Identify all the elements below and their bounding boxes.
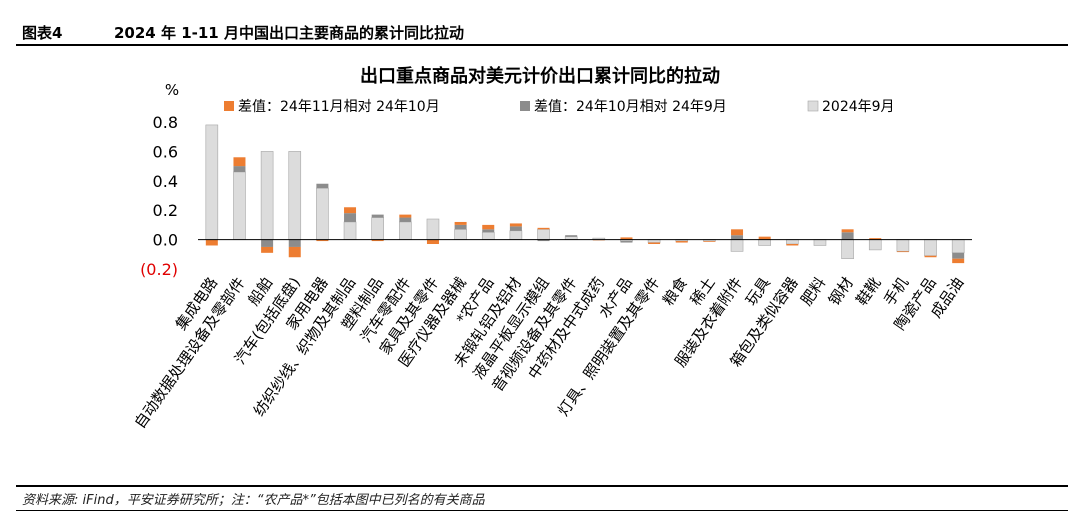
x-tick-label: 肥料	[797, 274, 829, 309]
bar-diff-nov-oct	[952, 258, 965, 264]
bar-diff-nov-oct	[924, 255, 937, 258]
bar-2024-09	[509, 230, 523, 240]
bar-diff-nov-oct	[509, 223, 522, 227]
bar-diff-oct-sep	[620, 241, 633, 243]
bar-diff-oct-sep	[537, 239, 550, 242]
bar-diff-nov-oct	[869, 238, 882, 240]
figure-number: 图表4	[22, 24, 63, 42]
bar-2024-09	[537, 229, 550, 240]
bar-diff-oct-sep	[288, 239, 301, 247]
figure-header: 图表4 2024 年 1-11 月中国出口主要商品的累计同比拉动	[22, 22, 464, 43]
bar-2024-09	[371, 217, 384, 240]
bar-diff-nov-oct	[675, 241, 688, 243]
bar-2024-09	[233, 171, 246, 240]
legend-swatch	[807, 100, 819, 112]
bar-diff-oct-sep	[454, 224, 467, 230]
chart-title: 出口重点商品对美元计价出口累计同比的拉动	[360, 65, 720, 87]
bar-diff-oct-sep	[565, 235, 578, 237]
bar-diff-nov-oct	[841, 229, 854, 233]
bar-2024-09	[260, 151, 274, 240]
bar-diff-oct-sep	[233, 166, 246, 172]
bar-2024-09	[399, 221, 412, 240]
bar-diff-oct-sep	[952, 252, 965, 259]
bar-2024-09	[343, 221, 357, 240]
bar-2024-09	[454, 229, 467, 240]
bar-diff-nov-oct	[703, 241, 716, 242]
bar-diff-nov-oct	[648, 242, 661, 245]
bar-2024-09	[951, 239, 965, 254]
x-tick-label: 钢材	[825, 274, 857, 309]
bars-layer	[205, 124, 965, 264]
chart: 出口重点商品对美元计价出口累计同比的拉动 % 差值：24年11月相对 24年10…	[131, 65, 972, 432]
bar-diff-oct-sep	[482, 229, 495, 233]
bar-2024-09	[868, 239, 882, 251]
y-tick-label: 0.4	[153, 172, 178, 191]
legend-swatch	[520, 101, 530, 111]
y-axis: 0.8 0.6 0.4 0.2 0.0 (0.2)	[140, 113, 178, 279]
bar-2024-09	[426, 218, 440, 240]
y-tick-label: (0.2)	[140, 260, 178, 279]
bar-diff-nov-oct	[261, 246, 274, 253]
bar-diff-nov-oct	[731, 229, 744, 236]
legend-swatch	[224, 101, 234, 111]
bar-2024-09	[316, 187, 329, 240]
legend-label: 2024年9月	[822, 99, 895, 115]
bar-diff-oct-sep	[509, 226, 522, 231]
bar-diff-nov-oct	[233, 157, 246, 167]
bar-2024-09	[758, 239, 771, 246]
bar-2024-09	[841, 239, 854, 260]
bar-2024-09	[896, 239, 910, 252]
bar-diff-nov-oct	[786, 244, 799, 246]
bar-2024-09	[813, 239, 827, 246]
bar-diff-oct-sep	[731, 235, 744, 240]
top-rule	[16, 44, 1068, 46]
bar-2024-09	[786, 239, 799, 245]
bar-2024-09	[730, 239, 744, 252]
bar-diff-nov-oct	[316, 239, 329, 242]
bar-2024-09	[205, 124, 219, 240]
bar-diff-nov-oct	[426, 239, 439, 245]
bar-diff-nov-oct	[482, 224, 495, 230]
legend-label: 差值：24年11月相对 24年10月	[238, 99, 440, 115]
x-tick-label: 鞋靴	[853, 274, 885, 309]
bar-diff-nov-oct	[371, 239, 384, 242]
bar-diff-nov-oct	[288, 246, 301, 258]
bar-diff-nov-oct	[537, 227, 550, 230]
bottom-rule-thin	[16, 510, 1068, 511]
y-tick-label: 0.6	[153, 142, 178, 161]
bar-diff-oct-sep	[841, 232, 854, 240]
y-tick-label: 0.8	[153, 113, 178, 132]
bar-diff-oct-sep	[261, 239, 274, 247]
bar-diff-oct-sep	[316, 183, 329, 189]
bar-diff-nov-oct	[454, 221, 467, 225]
bar-diff-oct-sep	[371, 214, 384, 218]
bar-2024-09	[288, 151, 302, 240]
bottom-rule	[16, 485, 1068, 487]
bar-diff-nov-oct	[205, 239, 218, 246]
bar-diff-oct-sep	[344, 213, 357, 222]
bar-diff-nov-oct	[399, 214, 412, 218]
y-tick-label: 0.2	[153, 201, 178, 220]
legend: 差值：24年11月相对 24年10月 差值：24年10月相对 24年9月 2024年…	[224, 99, 895, 115]
x-tick-label: 粮食	[659, 274, 691, 309]
bar-diff-nov-oct	[758, 236, 771, 240]
bar-diff-nov-oct	[344, 207, 357, 214]
bar-2024-09	[924, 239, 937, 257]
bar-diff-oct-sep	[399, 217, 412, 222]
bar-diff-nov-oct	[896, 251, 909, 253]
source-note: 资料来源: iFind，平安证券研究所；注：“农产品*”包括本图中已列名的有关商…	[22, 493, 485, 508]
bar-2024-09	[481, 231, 495, 240]
y-tick-label: 0.0	[153, 231, 178, 250]
bar-diff-nov-oct	[620, 237, 633, 240]
figure-title: 2024 年 1-11 月中国出口主要商品的累计同比拉动	[114, 24, 464, 42]
y-axis-unit: %	[165, 81, 179, 99]
x-axis-labels: 集成电路自动数据处理设备及零部件船舶汽车(包括底盘)家用电器纺织纱线、织物及其制…	[131, 274, 968, 432]
legend-label: 差值：24年10月相对 24年9月	[534, 99, 727, 115]
